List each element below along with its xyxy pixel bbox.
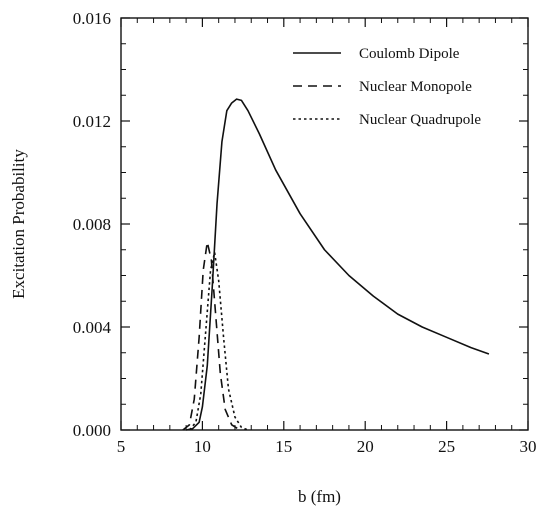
legend: Coulomb Dipole Nuclear Monopole Nuclear Qu… bbox=[293, 46, 481, 128]
x-axis-label: b (fm) bbox=[298, 487, 341, 506]
y-tick-label: 0.012 bbox=[73, 112, 111, 131]
legend-label: Nuclear Monopole bbox=[359, 79, 472, 95]
series-line-nuclear-quadrupole bbox=[188, 251, 249, 431]
legend-label: Nuclear Quadrupole bbox=[359, 112, 481, 128]
y-tick-label: 0.008 bbox=[73, 215, 111, 234]
x-tick-label: 5 bbox=[117, 437, 126, 456]
axis-labels-group: b (fm) Excitation Probability bbox=[9, 149, 341, 506]
series-line-nuclear-monopole bbox=[182, 241, 241, 431]
x-tick-label: 10 bbox=[194, 437, 211, 456]
x-tick-label: 20 bbox=[357, 437, 374, 456]
y-tick-label: 0.000 bbox=[73, 421, 111, 440]
y-tick-label: 0.016 bbox=[73, 9, 111, 28]
x-tick-label: 30 bbox=[520, 437, 537, 456]
y-tick-label: 0.004 bbox=[73, 318, 112, 337]
x-tick-label: 25 bbox=[438, 437, 455, 456]
series-line-coulomb-dipole bbox=[185, 98, 490, 431]
x-tick-label: 15 bbox=[275, 437, 292, 456]
series-group bbox=[182, 98, 490, 431]
y-axis-label: Excitation Probability bbox=[9, 149, 28, 299]
ticks-group: 5 10 15 20 25 30 0.000 0.004 0.008 0.012 0.016 bbox=[73, 9, 537, 456]
legend-label: Coulomb Dipole bbox=[359, 46, 460, 62]
